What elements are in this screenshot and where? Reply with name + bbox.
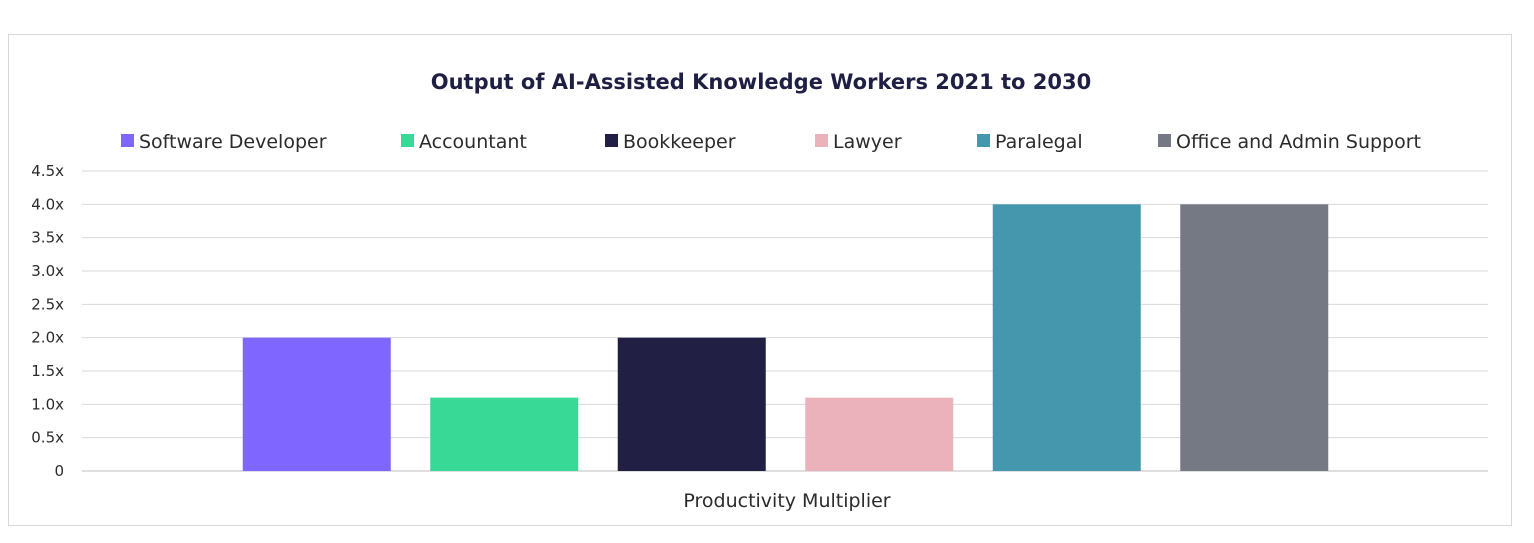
legend-label: Accountant [419, 131, 527, 153]
y-axis-ticks: 0 0.5x 1.0x 1.5x 2.0x 2.5x 3.0x 3.5x 4.0x 4.5x [31, 162, 64, 480]
legend-swatch [815, 134, 828, 147]
y-tick-label: 4.5x [31, 162, 64, 180]
y-tick-label: 0.5x [31, 429, 64, 447]
y-tick-label: 2.5x [31, 295, 64, 313]
legend-label: Lawyer [833, 131, 902, 153]
legend-swatch [605, 134, 618, 147]
bar [617, 337, 766, 471]
legend-swatch [1158, 134, 1171, 147]
x-axis-label: Productivity Multiplier [683, 490, 890, 512]
legend-label: Software Developer [139, 131, 327, 153]
legend-label: Paralegal [995, 131, 1083, 153]
bar [805, 397, 954, 471]
legend-label: Bookkeeper [623, 131, 736, 153]
y-tick-label: 1.0x [31, 395, 64, 413]
legend-swatch [401, 134, 414, 147]
y-tick-label: 4.0x [31, 195, 64, 213]
legend-swatch [121, 134, 134, 147]
chart-frame [8, 34, 1512, 526]
chart-title: Output of AI-Assisted Knowledge Workers … [431, 70, 1092, 94]
y-tick-label: 3.0x [31, 262, 64, 280]
y-tick-label: 0 [54, 462, 64, 480]
bar [992, 204, 1141, 472]
y-tick-label: 3.5x [31, 229, 64, 247]
y-tick-label: 1.5x [31, 362, 64, 380]
bar [242, 337, 391, 471]
legend-label: Office and Admin Support [1176, 131, 1421, 153]
bar [1180, 204, 1329, 472]
legend-swatch [977, 134, 990, 147]
bars [242, 204, 1329, 472]
y-tick-label: 2.0x [31, 329, 64, 347]
legend: Software Developer Accountant Bookkeeper La… [121, 131, 1421, 153]
bar [430, 397, 579, 471]
